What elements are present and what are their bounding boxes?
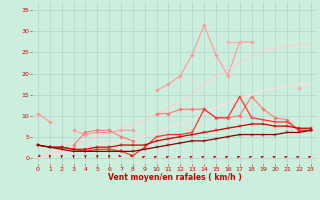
X-axis label: Vent moyen/en rafales ( km/h ): Vent moyen/en rafales ( km/h ) <box>108 173 241 182</box>
